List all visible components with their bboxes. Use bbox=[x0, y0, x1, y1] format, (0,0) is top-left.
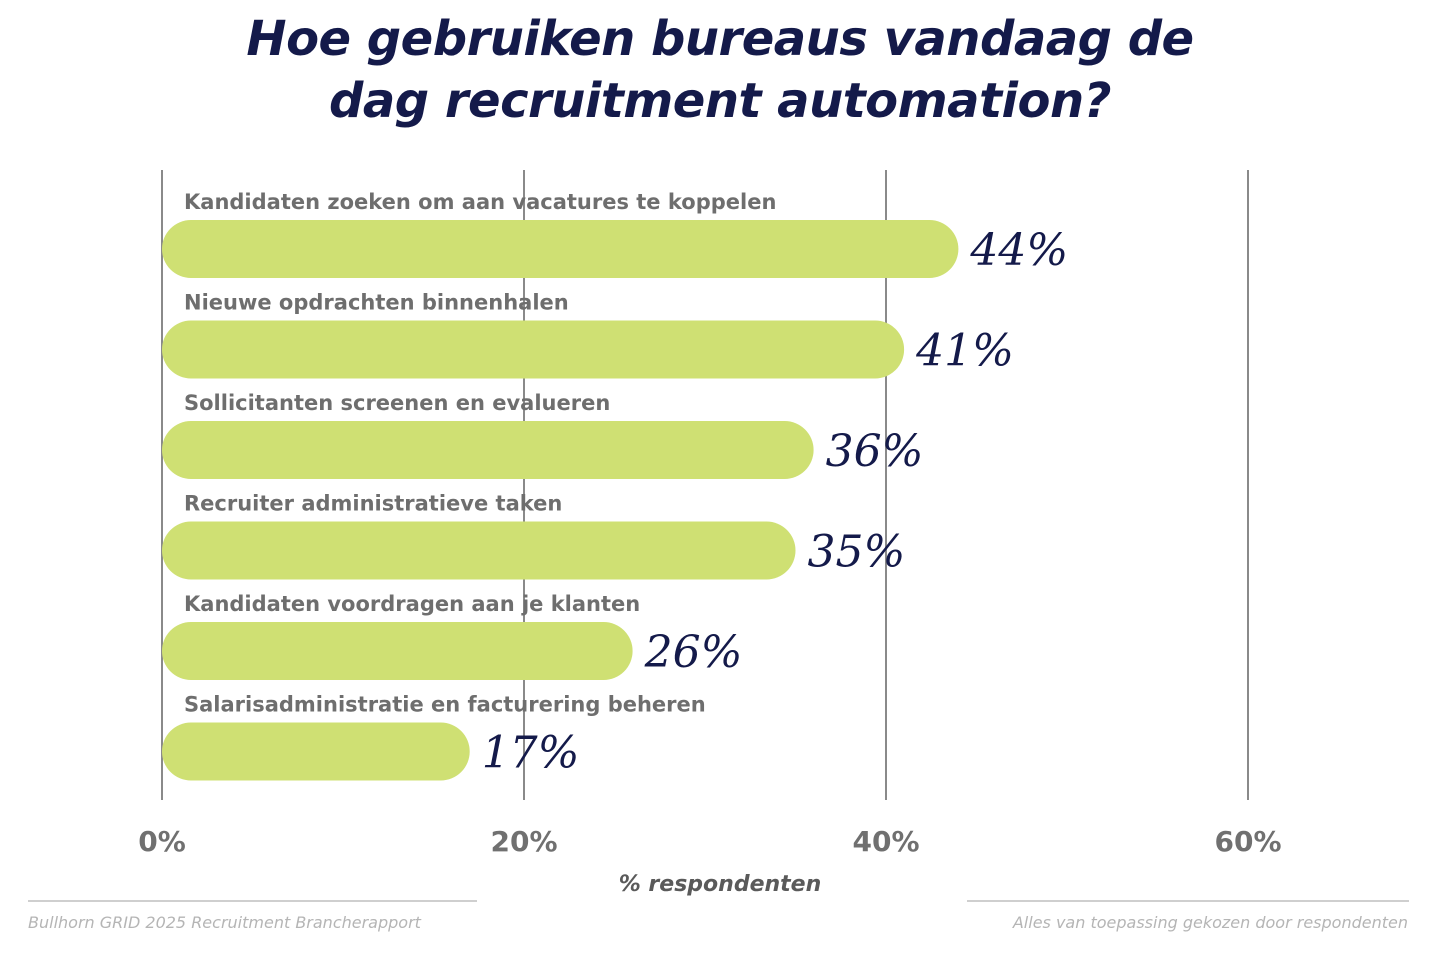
bar-6 bbox=[162, 722, 470, 781]
x-tick-label-0: 0% bbox=[138, 825, 186, 858]
category-label-3: Sollicitanten screenen en evalueren bbox=[184, 391, 610, 415]
bars: Kandidaten zoeken om aan vacatures te ko… bbox=[162, 190, 1068, 781]
x-axis-ticks: 0% 20% 40% 60% bbox=[138, 825, 1281, 858]
value-label-5: 26% bbox=[644, 627, 743, 678]
bar-3 bbox=[162, 421, 814, 479]
footer-note: Alles van toepassing gekozen door respon… bbox=[1012, 913, 1408, 932]
bar-group-2: Nieuwe opdrachten binnenhalen 41% bbox=[162, 291, 1014, 379]
chart-title-line-2: dag recruitment automation? bbox=[329, 73, 1111, 129]
x-tick-label-20: 20% bbox=[490, 825, 557, 858]
x-tick-label-60: 60% bbox=[1214, 825, 1281, 858]
bar-group-1: Kandidaten zoeken om aan vacatures te ko… bbox=[162, 190, 1068, 278]
bar-group-4: Recruiter administratieve taken 35% bbox=[162, 492, 905, 580]
bar-4 bbox=[162, 521, 796, 580]
category-label-2: Nieuwe opdrachten binnenhalen bbox=[184, 291, 569, 315]
value-label-6: 17% bbox=[482, 728, 580, 779]
value-label-1: 44% bbox=[969, 225, 1068, 276]
bar-group-6: Salarisadministratie en facturering behe… bbox=[162, 693, 706, 781]
category-label-6: Salarisadministratie en facturering behe… bbox=[184, 693, 706, 717]
category-label-5: Kandidaten voordragen aan je klanten bbox=[184, 592, 640, 616]
x-tick-label-40: 40% bbox=[852, 825, 919, 858]
bar-2 bbox=[162, 320, 905, 379]
category-label-1: Kandidaten zoeken om aan vacatures te ko… bbox=[184, 190, 776, 214]
value-label-3: 36% bbox=[826, 426, 924, 477]
bar-5 bbox=[162, 622, 633, 680]
value-label-4: 35% bbox=[808, 527, 906, 578]
chart-title-line-1: Hoe gebruiken bureaus vandaag de bbox=[246, 11, 1194, 67]
bar-group-3: Sollicitanten screenen en evalueren 36% bbox=[162, 391, 923, 479]
gridlines bbox=[161, 170, 1249, 800]
value-label-2: 41% bbox=[915, 326, 1014, 377]
chart-title: Hoe gebruiken bureaus vandaag de dag rec… bbox=[0, 8, 1440, 132]
x-axis-title: % respondenten bbox=[619, 872, 822, 897]
bar-1 bbox=[162, 220, 959, 278]
footer-source: Bullhorn GRID 2025 Recruitment Branchera… bbox=[28, 913, 422, 932]
category-label-4: Recruiter administratieve taken bbox=[184, 492, 562, 516]
